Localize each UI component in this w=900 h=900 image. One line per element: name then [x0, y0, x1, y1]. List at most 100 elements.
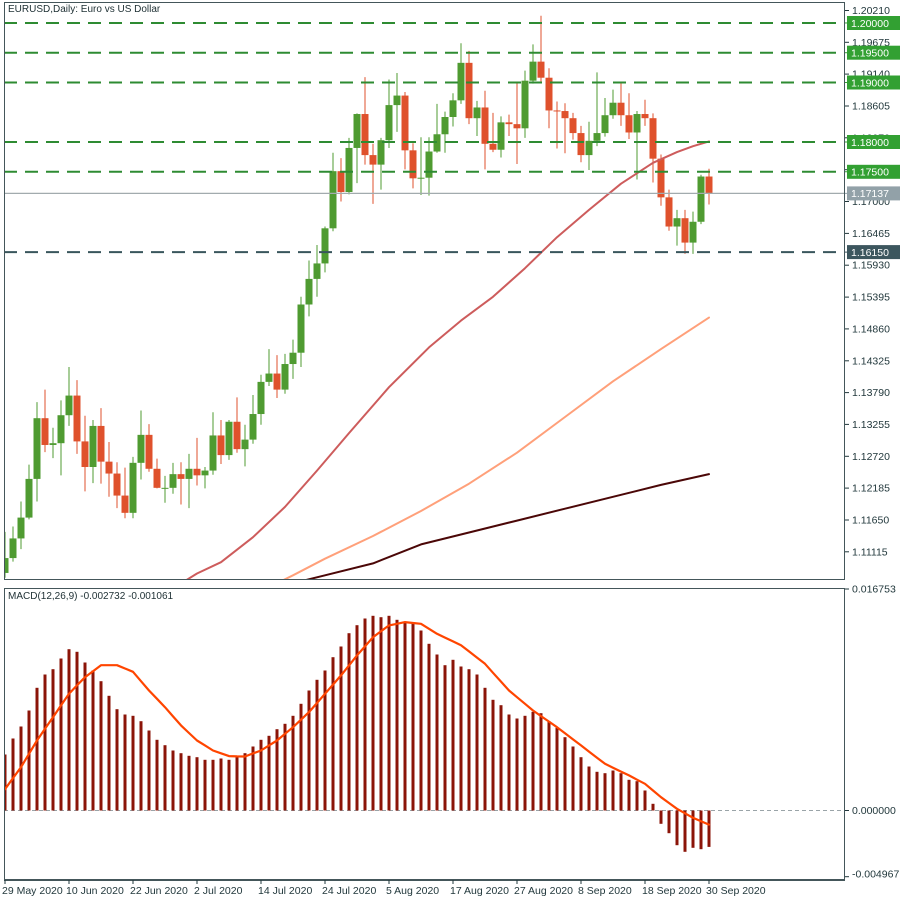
candle-body	[681, 218, 689, 243]
candle-body	[369, 155, 377, 165]
candle	[369, 143, 377, 204]
candle	[337, 158, 345, 202]
candle-body	[177, 474, 185, 479]
candle	[505, 114, 513, 137]
candle-body	[273, 373, 281, 390]
macd-histogram-bar	[515, 718, 519, 811]
macd-histogram-bar	[555, 727, 559, 811]
macd-histogram-bar	[355, 625, 359, 811]
macd-histogram-bar	[691, 810, 695, 848]
time-axis[interactable]: 29 May 2020 10 Jun 2020 22 Jun 2020 2 Jul 2…	[2, 880, 845, 897]
macd-histogram-bar	[91, 670, 95, 811]
macd-histogram-bar	[347, 633, 351, 811]
macd-histogram-bar	[379, 617, 383, 811]
candle-body	[457, 62, 465, 101]
candle	[65, 367, 73, 426]
candle-body	[17, 517, 25, 539]
candle	[665, 189, 673, 231]
candle	[153, 458, 161, 489]
price-axis[interactable]: 1.202101.196751.191401.186051.180701.175…	[845, 5, 900, 558]
candle	[273, 355, 281, 398]
candle-body	[201, 470, 209, 476]
macd-histogram-bar	[547, 721, 551, 811]
price-panel[interactable]	[2, 15, 846, 589]
macd-histogram-bar	[307, 690, 311, 811]
price-level-badge-bg	[847, 245, 900, 260]
candle-body	[409, 150, 417, 179]
candle	[9, 526, 17, 562]
macd-histogram-bar	[251, 746, 255, 811]
candle	[417, 137, 425, 195]
macd-histogram-bar	[27, 710, 31, 811]
candle-body	[601, 115, 609, 134]
macd-panel[interactable]	[4, 615, 846, 852]
macd-histogram-bar	[587, 766, 591, 811]
candle	[657, 154, 665, 206]
candle-body	[481, 107, 489, 144]
candle	[529, 44, 537, 84]
macd-histogram-bar	[659, 810, 663, 824]
candle	[265, 349, 273, 387]
macd-histogram-bar	[155, 739, 159, 811]
bid-price-badge: 1.17137	[845, 186, 900, 201]
date-tick-label: 17 Aug 2020	[450, 885, 509, 897]
candle	[41, 389, 49, 453]
macd-histogram-bar	[419, 630, 423, 811]
candle-body	[241, 439, 249, 450]
candle	[249, 394, 257, 444]
candle	[217, 419, 225, 465]
candle-body	[41, 418, 49, 445]
candle-body	[521, 80, 529, 129]
macd-histogram-bar	[299, 703, 303, 811]
price-tick-label: 1.12720	[852, 451, 890, 463]
macd-histogram-bar	[667, 810, 671, 834]
candle	[49, 427, 57, 459]
macd-histogram-bar	[387, 615, 391, 811]
level-lines	[4, 22, 845, 254]
macd-histogram-bar	[331, 657, 335, 811]
macd-histogram-bar	[267, 735, 271, 811]
macd-tick-label: -0.004967	[852, 869, 899, 881]
candle-body	[225, 421, 233, 456]
macd-histogram-bar	[579, 757, 583, 811]
macd-histogram-bar	[443, 665, 447, 811]
candle-body	[657, 158, 665, 198]
macd-histogram-bar	[59, 658, 63, 811]
candle	[257, 374, 265, 425]
price-tick-label: 1.14860	[852, 323, 890, 335]
candle-body	[705, 176, 713, 194]
macd-histogram-bar	[107, 695, 111, 811]
macd-histogram-bar	[315, 679, 319, 811]
date-tick-label: 24 Jul 2020	[322, 885, 376, 897]
macd-histogram-bar	[451, 659, 455, 811]
candle-body	[577, 133, 585, 156]
macd-axis[interactable]: 0.016753 0.000000 -0.004967	[845, 584, 899, 881]
macd-histogram-bar	[259, 739, 263, 811]
candle-body	[665, 197, 673, 227]
candlesticks	[4, 15, 713, 578]
candle	[697, 174, 705, 225]
candle-body	[361, 114, 369, 156]
candle-body	[497, 122, 505, 150]
candle	[161, 475, 169, 503]
candle	[585, 121, 593, 170]
macd-histogram-bar	[523, 715, 527, 811]
candle-body	[265, 373, 273, 382]
macd-histogram-bar	[459, 666, 463, 811]
candle-body	[537, 61, 545, 78]
price-tick-label: 1.15930	[852, 260, 890, 272]
macd-histogram-bar	[403, 622, 407, 811]
candle	[473, 100, 481, 137]
macd-histogram-bar	[195, 757, 199, 811]
candle-body	[161, 487, 169, 489]
candle-body	[209, 435, 217, 471]
candle-body	[281, 364, 289, 390]
candle	[609, 89, 617, 119]
macd-histogram-bar	[427, 643, 431, 811]
macd-histogram-bar	[539, 713, 543, 811]
macd-histogram-bar	[123, 714, 127, 811]
price-level-badge-text: 1.16150	[851, 247, 889, 259]
